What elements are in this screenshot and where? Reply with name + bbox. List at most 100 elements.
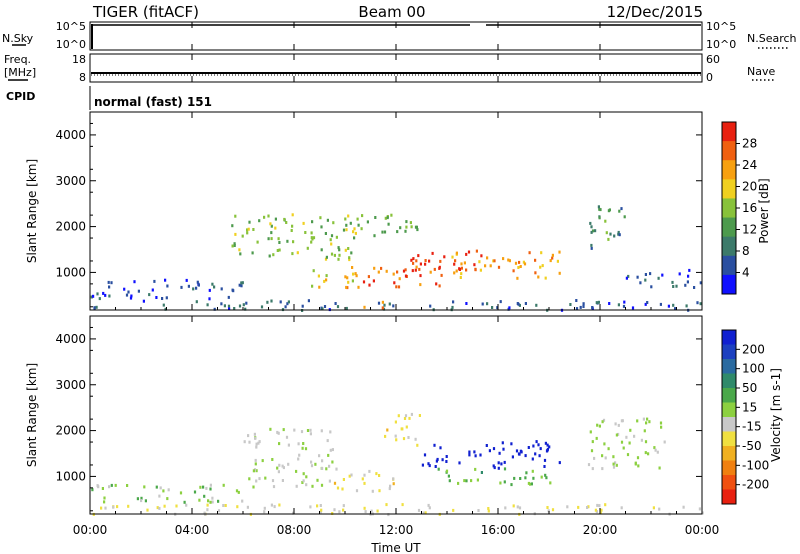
- power-cell: [344, 248, 347, 252]
- power-cell: [604, 219, 607, 223]
- velocity-ytick-label-0: 1000: [55, 469, 86, 483]
- power-cell: [617, 230, 620, 234]
- power-cell: [418, 267, 421, 271]
- velocity-cell: [392, 482, 395, 486]
- power-cell: [244, 307, 247, 311]
- power-ytick-label-0: 1000: [55, 265, 86, 279]
- velocity-cell: [487, 507, 490, 510]
- velocity-cell: [445, 460, 448, 463]
- velocity-cell: [515, 449, 519, 453]
- velocity-cell: [488, 449, 491, 453]
- power-cell: [507, 258, 510, 262]
- velocity-cell: [644, 440, 648, 444]
- power-cell: [246, 231, 249, 235]
- velocity-cell: [297, 442, 300, 446]
- velocity-region-2: [333, 467, 395, 493]
- freq-label-unit: [MHz]: [4, 66, 36, 79]
- colorbar-tick-label: 12: [742, 223, 757, 237]
- velocity-cell: [331, 448, 334, 452]
- power-cell: [269, 222, 272, 226]
- power-cell: [291, 224, 294, 228]
- velocity-cell: [519, 477, 522, 480]
- power-cell: [460, 262, 463, 266]
- velocity-cell: [401, 427, 404, 431]
- power-cell: [320, 225, 323, 229]
- velocity-cell: [333, 508, 336, 512]
- power-cell: [508, 306, 511, 310]
- power-cell: [377, 301, 381, 305]
- velocity-cell: [305, 475, 308, 479]
- power-cell: [675, 284, 678, 288]
- power-cell: [306, 246, 309, 250]
- power-cell: [296, 251, 299, 255]
- velocity-cell: [626, 453, 630, 457]
- power-cell: [424, 259, 427, 262]
- velocity-cell: [615, 463, 618, 467]
- power-cell: [323, 279, 326, 283]
- power-cell: [279, 300, 282, 304]
- power-cell: [347, 280, 350, 284]
- velocity-cell: [326, 439, 329, 443]
- velocity-cell: [437, 467, 440, 471]
- power-cell: [137, 289, 140, 293]
- velocity-cell: [485, 444, 488, 447]
- velocity-cell: [503, 467, 507, 471]
- power-cell: [646, 301, 649, 304]
- velocity-cell: [604, 456, 607, 460]
- velocity-cell: [532, 476, 535, 480]
- velocity-cell: [285, 435, 289, 439]
- power-cell: [439, 259, 442, 263]
- power-cell: [325, 274, 328, 278]
- power-cell: [319, 216, 322, 220]
- power-cell: [590, 225, 593, 229]
- velocity-cell: [598, 504, 601, 508]
- velocity-cell: [499, 481, 502, 485]
- time-axis: 00:00 04:00 08:00 12:00 16:00 20:00 00:00: [73, 22, 719, 537]
- velocity-cell: [401, 503, 404, 507]
- power-cell: [284, 305, 287, 309]
- power-cell: [424, 262, 427, 266]
- velocity-cell: [503, 480, 506, 484]
- velocity-cell: [278, 442, 281, 446]
- power-cell: [393, 281, 396, 285]
- velocity-cell: [500, 462, 503, 466]
- power-cell: [672, 285, 675, 288]
- velocity-cell: [270, 503, 273, 507]
- velocity-cell: [612, 455, 615, 459]
- velocity-cell: [615, 433, 618, 437]
- power-cell: [674, 307, 677, 311]
- power-cell: [440, 273, 443, 277]
- power-cell: [514, 261, 518, 265]
- velocity-panel-frame: [89, 315, 703, 515]
- power-cell: [377, 270, 380, 274]
- power-region-8: [363, 300, 384, 310]
- velocity-cell: [407, 436, 410, 439]
- velocity-cell: [414, 437, 417, 441]
- power-cell: [473, 263, 476, 267]
- velocity-cell: [512, 504, 515, 508]
- velocity-cell: [254, 436, 257, 440]
- colorbar-tick-label: 20: [742, 180, 757, 194]
- velocity-cell: [310, 460, 313, 464]
- power-cell: [349, 221, 352, 225]
- velocity-cell: [520, 450, 523, 454]
- power-cell: [291, 252, 294, 256]
- power-cell: [165, 296, 168, 300]
- velocity-cell: [253, 432, 256, 436]
- colorbar-swatch: [722, 475, 736, 490]
- power-cell: [419, 262, 422, 266]
- power-cell: [270, 224, 273, 228]
- power-cell: [523, 262, 527, 266]
- velocity-cell: [272, 485, 276, 489]
- velocity-cell: [701, 511, 704, 515]
- date-title: 12/Dec/2015: [607, 3, 703, 21]
- velocity-cell: [302, 472, 305, 476]
- velocity-cell: [255, 442, 258, 446]
- velocity-cell: [510, 442, 513, 446]
- velocity-cell: [136, 497, 139, 501]
- velocity-cell: [493, 466, 496, 470]
- power-cell: [238, 248, 241, 252]
- colorbar-swatch: [722, 141, 736, 161]
- power-cell: [357, 223, 360, 227]
